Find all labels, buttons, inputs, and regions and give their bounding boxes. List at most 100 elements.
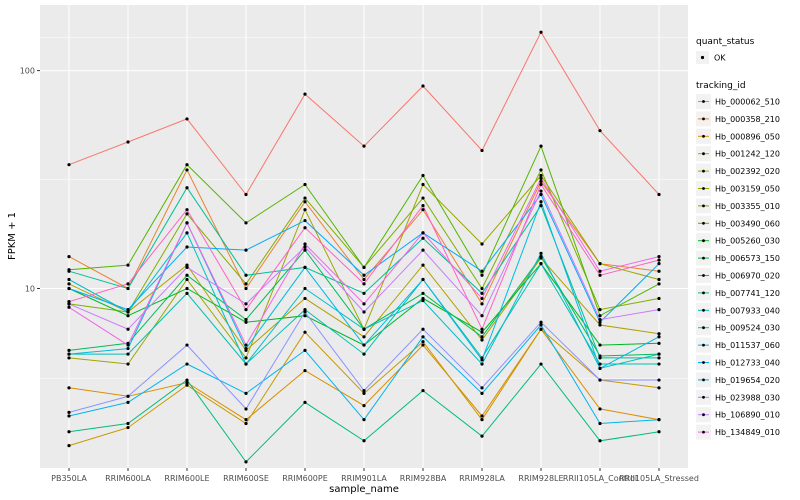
data-point [67, 300, 71, 304]
legend-point [702, 326, 705, 330]
data-point [244, 282, 248, 286]
data-point [539, 173, 543, 178]
data-point [244, 356, 248, 360]
data-point [303, 400, 307, 405]
data-point [185, 163, 189, 167]
data-point [67, 255, 71, 259]
data-point [185, 277, 189, 282]
data-point [598, 307, 602, 312]
legend-tracking-id: Hb_000062_510 Hb_000358_210 Hb_000896_050 H… [696, 94, 780, 440]
data-point [244, 343, 248, 347]
y-tick-label: 10 [25, 284, 35, 293]
data-point [244, 317, 248, 322]
data-point [598, 317, 602, 322]
x-tick-label: RRII105LA_Control [563, 474, 637, 483]
legend: quant_status OK tracking_id Hb_000062_51… [696, 37, 780, 440]
data-point [126, 421, 130, 426]
data-point [480, 269, 484, 273]
data-point [480, 362, 484, 366]
data-point [362, 388, 366, 393]
data-point [657, 335, 661, 339]
data-point [362, 335, 366, 339]
data-point [244, 273, 248, 277]
legend-point [702, 256, 705, 260]
data-point [480, 273, 484, 277]
legend-point [702, 221, 705, 225]
legend-point [700, 55, 705, 60]
legend-label: Hb_007741_120 [715, 289, 780, 298]
legend-title-quant-status: quant_status [696, 37, 755, 47]
legend-point [702, 343, 705, 347]
legend-point [702, 274, 705, 277]
data-point [126, 286, 130, 291]
data-point [598, 314, 602, 318]
data-point [539, 262, 543, 266]
data-point [421, 343, 425, 347]
data-point [303, 196, 307, 200]
data-point [539, 168, 543, 172]
data-point [362, 273, 366, 277]
data-point [67, 305, 71, 309]
data-point [244, 346, 248, 351]
legend-point [702, 413, 705, 417]
legend-label: Hb_006970_020 [715, 272, 780, 281]
data-point [539, 327, 543, 331]
data-point [185, 380, 189, 385]
data-point [657, 341, 661, 345]
data-point [539, 182, 543, 187]
data-point [67, 414, 71, 418]
legend-label: Hb_134849_010 [715, 428, 780, 437]
data-point [657, 378, 661, 382]
legend-point [702, 204, 705, 208]
data-point [421, 340, 425, 344]
legend-label: Hb_106890_010 [715, 411, 780, 420]
data-point [244, 391, 248, 395]
data-point [67, 352, 71, 356]
data-point [362, 391, 366, 395]
data-point [421, 84, 425, 88]
data-point [185, 343, 189, 347]
data-point [67, 444, 71, 448]
x-tick-label: RRIM928BA [400, 474, 447, 483]
data-point [480, 327, 484, 331]
y-tick-label: 100 [20, 67, 35, 76]
data-point [244, 286, 248, 291]
legend-label: Hb_003159_050 [715, 185, 780, 194]
data-point [657, 269, 661, 273]
data-point [303, 314, 307, 318]
data-point [421, 173, 425, 178]
data-point [421, 263, 425, 267]
x-tick-label: RRIM928LE [518, 474, 563, 483]
x-axis-title: sample_name [329, 484, 399, 495]
data-point [303, 286, 307, 291]
data-point [185, 221, 189, 225]
data-point [421, 204, 425, 208]
data-point [362, 343, 366, 347]
data-point [657, 352, 661, 356]
data-point [657, 192, 661, 197]
data-point [244, 302, 248, 306]
data-point [421, 291, 425, 295]
data-point [303, 182, 307, 187]
x-tick-label: RRIM600LA [105, 474, 151, 483]
data-point [67, 302, 71, 306]
data-point [362, 291, 366, 295]
data-point [244, 421, 248, 426]
x-tick-label: RRII105LA_Stressed [619, 474, 699, 483]
data-point [126, 346, 130, 351]
legend-point [702, 430, 705, 434]
y-axis: 10 100 [20, 67, 40, 293]
data-point [598, 320, 602, 324]
data-point [126, 307, 130, 312]
data-point [657, 282, 661, 286]
data-point [598, 439, 602, 443]
data-point [598, 323, 602, 327]
data-point [303, 348, 307, 352]
data-point [244, 418, 248, 422]
data-point [657, 430, 661, 434]
data-point [362, 302, 366, 306]
data-point [598, 129, 602, 133]
legend-label: Hb_003355_010 [715, 202, 780, 211]
data-point [185, 117, 189, 121]
data-point [126, 362, 130, 366]
